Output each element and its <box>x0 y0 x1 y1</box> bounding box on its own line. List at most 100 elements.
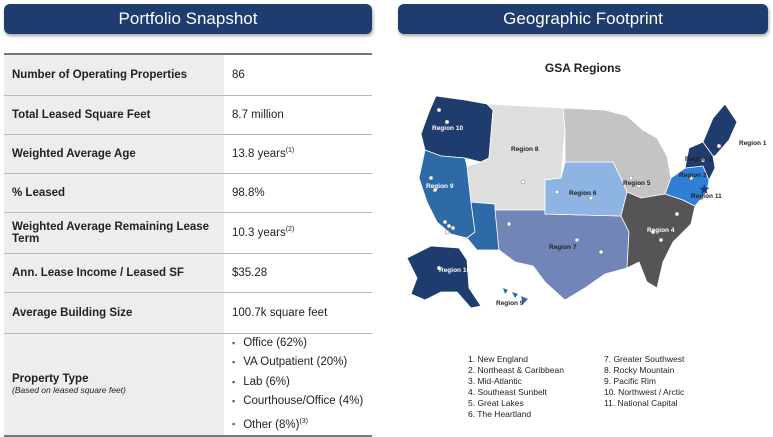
property-marker <box>716 143 722 149</box>
square-bullet-icon: ▪ <box>232 357 236 367</box>
region-1-shape <box>702 103 738 157</box>
property-marker <box>588 195 594 201</box>
property-type-label: Property Type <box>12 373 89 386</box>
legend-item: 10. Northwest / Arctic <box>604 387 685 397</box>
region-label: Region 2 <box>685 156 713 163</box>
property-marker <box>650 229 656 235</box>
legend-item: 3. Mid-Atlantic <box>468 376 522 386</box>
property-marker <box>436 265 442 271</box>
row-label: Number of Operating Properties <box>4 53 224 96</box>
row-value: 8.7 million <box>224 95 372 135</box>
property-markers <box>428 107 722 271</box>
table-row: Ann. Lease Income / Leased SF $35.28 <box>4 253 372 293</box>
property-marker <box>428 175 434 181</box>
region-label: Region 3 <box>679 172 707 179</box>
property-marker <box>574 237 580 243</box>
region-label: Region 10 <box>439 267 470 274</box>
property-marker <box>444 229 450 235</box>
legend-item: 2. Northeast & Caribbean <box>468 365 564 375</box>
property-marker <box>688 175 694 181</box>
row-value: 13.8 years <box>232 147 286 160</box>
property-marker <box>700 157 706 163</box>
list-item: ▪ VA Outpatient (20%) <box>232 356 348 368</box>
region-8-shape <box>466 103 566 211</box>
legend-item: 6. The Heartland <box>468 409 532 419</box>
property-marker <box>450 225 456 231</box>
square-bullet-icon: ▪ <box>232 396 236 406</box>
list-item: ▪ Office (62%) <box>232 336 307 349</box>
property-marker <box>446 223 452 229</box>
region-7-shape <box>494 209 630 301</box>
legend-item: 4. Southeast Sunbelt <box>468 387 547 397</box>
row-label: Weighted Average Remaining Lease Term <box>4 212 224 254</box>
list-item: ▪ Lab (6%) <box>232 375 290 388</box>
table-row: % Leased 98.8% <box>4 173 372 213</box>
property-marker <box>520 179 526 185</box>
region-label: Region 6 <box>569 190 597 197</box>
property-type-list: ▪ Office (62%) ▪ VA Outpatient (20%) ▪ Lab … <box>232 334 364 435</box>
property-marker <box>506 221 512 227</box>
region-labels: Region 1 Region 2 Region 3 Region 4 Regi… <box>426 125 767 307</box>
square-bullet-icon: ▪ <box>232 337 236 348</box>
legend-item: 8. Rocky Mountain <box>604 365 675 375</box>
region-label: Region 1 <box>739 140 767 147</box>
property-marker <box>658 237 664 243</box>
row-label: Total Leased Square Feet <box>4 95 224 135</box>
gsa-regions-map: ★ Region 1 Region 2 Region 3 Region 4 Re… <box>406 95 767 309</box>
region-label: Region 4 <box>647 227 675 234</box>
legend-item: 7. Greater Southwest <box>604 354 685 364</box>
region-2-shape <box>684 141 716 181</box>
table-row: Total Leased Square Feet 8.7 million <box>4 95 372 135</box>
table-row: Property Type (Based on leased square fe… <box>4 333 372 437</box>
portfolio-snapshot-table: Number of Operating Properties 86 Total … <box>4 53 372 437</box>
property-marker <box>442 219 448 225</box>
portfolio-snapshot-title: Portfolio Snapshot <box>118 9 258 28</box>
row-value: 100.7k square feet <box>224 292 372 334</box>
region-label: Region 7 <box>549 244 577 251</box>
regions-legend-right: 7. Greater Southwest 8. Rocky Mountain 9… <box>604 354 684 409</box>
legend-item: 5. Great Lakes <box>468 398 524 408</box>
property-marker <box>436 107 442 113</box>
table-row: Number of Operating Properties 86 <box>4 53 372 96</box>
property-marker <box>598 249 604 255</box>
table-row: Average Building Size 100.7k square feet <box>4 292 372 334</box>
region-10-shape <box>420 95 494 163</box>
region-9-hawaii-shape <box>503 288 528 304</box>
list-item: ▪ Courthouse/Office (4%) <box>232 395 364 407</box>
row-label: % Leased <box>4 173 224 213</box>
property-marker <box>674 211 680 217</box>
region-label: Region 9 <box>496 300 524 307</box>
region-4-shape <box>620 191 696 289</box>
footnote-marker: (2) <box>285 226 295 234</box>
regions-legend-left: 1. New England 2. Northeast & Caribbean … <box>468 354 564 420</box>
region-label: Region 9 <box>426 183 454 190</box>
region-label: Region 8 <box>511 146 539 153</box>
row-value: 10.3 years <box>232 226 286 239</box>
list-item: ▪ Other (8%)(3) <box>232 417 309 431</box>
legend-item: 9. Pacific Rim <box>604 376 656 386</box>
row-value: 98.8% <box>224 173 372 213</box>
region-label: Region 10 <box>432 125 463 132</box>
property-marker <box>554 189 560 195</box>
footnote-marker: (3) <box>299 417 309 425</box>
property-type-sublabel: (Based on leased square feet) <box>12 385 126 396</box>
square-bullet-icon: ▪ <box>232 376 236 387</box>
square-bullet-icon: ▪ <box>232 419 236 430</box>
geographic-footprint-banner: Geographic Footprint <box>398 4 768 34</box>
region-label: Region 5 <box>623 180 651 187</box>
property-marker <box>628 175 634 181</box>
footnote-marker: (1) <box>285 147 295 155</box>
table-row: Weighted Average Remaining Lease Term 10… <box>4 212 372 254</box>
property-marker <box>636 183 642 189</box>
row-value: $35.28 <box>224 253 372 293</box>
property-marker <box>432 187 438 193</box>
table-row: Weighted Average Age 13.8 years(1) <box>4 134 372 174</box>
gsa-regions-title: GSA Regions <box>544 61 622 75</box>
region-9-shape <box>418 149 476 239</box>
row-label: Average Building Size <box>4 292 224 334</box>
region-label: Region 11 <box>691 193 722 200</box>
row-value: 86 <box>224 53 372 96</box>
legend-item: 11. National Capital <box>604 398 678 408</box>
portfolio-snapshot-banner: Portfolio Snapshot <box>4 4 372 34</box>
legend-item: 1. New England <box>468 354 529 364</box>
